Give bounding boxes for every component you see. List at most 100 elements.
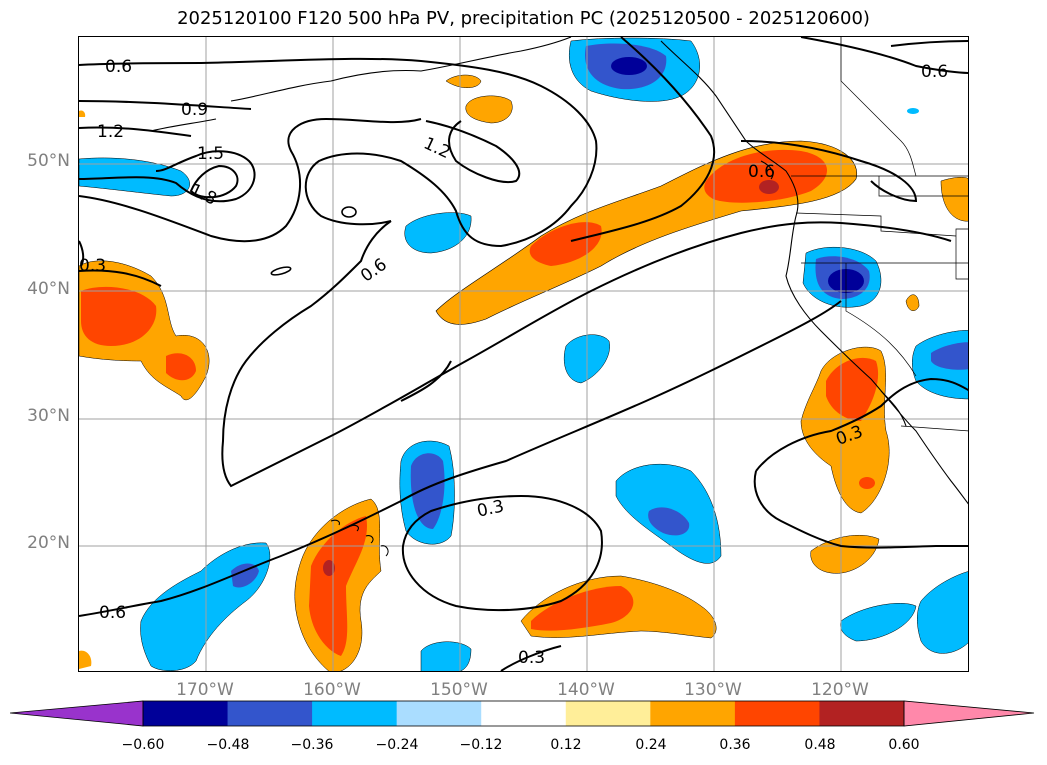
- map-plot-area: 0.6 0.9 1.2 1.5 1.8 1.2 0.6 0.3 0.6 0.3 …: [78, 36, 969, 672]
- border-us-mexico: [900, 425, 968, 432]
- precip-neg-alaska-core: [611, 57, 647, 75]
- precip-baja-blob: [810, 534, 880, 574]
- colorbar-segment: [819, 701, 905, 726]
- contour-12-east: [425, 120, 521, 184]
- colorbar-tick: 0.48: [804, 737, 836, 753]
- precip-neg-south-c: [420, 641, 472, 671]
- lat-label-50n: 50°N: [27, 151, 70, 171]
- colorbar: [10, 700, 1035, 727]
- contour-06-south-long: [79, 300, 842, 617]
- contour-label: 0.6: [748, 162, 775, 182]
- precip-south-core: [531, 586, 634, 631]
- contour-label: 0.3: [475, 497, 506, 522]
- contour-06-pacnw: [570, 37, 716, 242]
- contour-12-loop: [79, 117, 422, 243]
- precip-neg-se-b: [917, 571, 968, 654]
- coast-alaska-peninsula: [230, 37, 572, 102]
- contour-12-west: [79, 126, 192, 137]
- coast-baja-inner: [880, 390, 907, 427]
- colorbar-extend-low: [10, 700, 144, 727]
- precip-north-blob-b: [465, 95, 513, 124]
- border-alaska: [840, 37, 917, 177]
- precip-negative-fills: [79, 37, 968, 671]
- contour-06-east: [840, 222, 952, 242]
- precip-ar-core-west: [529, 222, 602, 266]
- lat-label-20n: 20°N: [27, 533, 70, 553]
- contour-06-main: [200, 57, 598, 248]
- precip-neg-se-a: [840, 603, 917, 642]
- coast-vancouver: [760, 160, 774, 180]
- contour-small-a: [341, 206, 357, 218]
- map-title: 2025120100 F120 500 hPa PV, precipitatio…: [177, 8, 870, 29]
- precip-neg-central: [404, 212, 472, 254]
- colorbar-tick: 0.24: [635, 737, 667, 753]
- colorbar-segment: [650, 701, 736, 726]
- precip-ar-core-east: [704, 149, 828, 203]
- colorbar-segment: [481, 701, 567, 726]
- precip-nw-edge: [79, 110, 86, 117]
- precip-positive-fills: [79, 74, 968, 671]
- graticule: [79, 37, 968, 671]
- coast-north-america: [660, 40, 968, 505]
- coast-hawaii: [330, 519, 389, 557]
- contour-03-oval: [401, 494, 603, 612]
- colorbar-tick: 0.60: [888, 737, 920, 753]
- lon-label-170w: 170°W: [176, 680, 234, 700]
- colorbar-segment: [396, 701, 482, 726]
- precip-west-core-b: [166, 353, 196, 381]
- lon-label-160w: 160°W: [303, 680, 361, 700]
- contour-06-south: [221, 220, 842, 488]
- precip-neg-sw: [140, 542, 271, 671]
- colorbar-outline: [142, 700, 905, 727]
- precip-ca-core-b: [859, 477, 875, 489]
- colorbar-segment: [734, 701, 820, 726]
- precip-neg-sw-mid: [231, 563, 259, 588]
- border-ca-nv: [845, 263, 917, 377]
- contour-03-south: [500, 645, 562, 671]
- contour-label: 0.9: [181, 100, 208, 120]
- contour-label-south: 0.3: [518, 648, 545, 668]
- contour-03-east-north: [755, 377, 968, 472]
- contour-03-east-south: [753, 470, 968, 549]
- precip-hawaii-max: [323, 560, 335, 576]
- border-state-d: [955, 228, 968, 280]
- contour-03-stub: [400, 360, 452, 402]
- contour-06-nw: [79, 62, 202, 66]
- colorbar-tick: −0.48: [206, 737, 250, 753]
- colorbar-tick: 0.12: [550, 737, 582, 753]
- contour-label: 1.8: [187, 180, 220, 210]
- lon-label-150w: 150°W: [430, 680, 488, 700]
- lon-label-140w: 140°W: [557, 680, 615, 700]
- colorbar-tick: −0.12: [459, 737, 503, 753]
- contour-label: 0.3: [79, 256, 106, 276]
- contour-label: 1.2: [97, 122, 124, 142]
- colorbar-extend-high: [903, 700, 1035, 727]
- contour-03-edge: [79, 240, 85, 267]
- lat-label-40n: 40°N: [27, 279, 70, 299]
- contour-06-coast: [740, 140, 918, 203]
- precip-rockies-blob: [940, 177, 968, 222]
- contour-label: 0.6: [921, 62, 948, 82]
- colorbar-tick: −0.60: [121, 737, 165, 753]
- contour-06-ne: [800, 37, 968, 74]
- coastlines: [150, 37, 968, 557]
- coast-aleutians: [150, 118, 217, 132]
- map-canvas: 0.6 0.9 1.2 1.5 1.8 1.2 0.6 0.3 0.6 0.3 …: [79, 37, 968, 671]
- contour-09: [79, 100, 252, 110]
- pv-contour-islands: [270, 206, 357, 276]
- contour-label: 0.6: [99, 603, 126, 623]
- colorbar-tick: −0.36: [290, 737, 334, 753]
- contour-18: [189, 164, 239, 199]
- precip-neg-south-b-mid: [648, 507, 690, 536]
- colorbar-segments: [143, 701, 905, 726]
- precip-west-core: [81, 286, 157, 346]
- contour-label: 1.5: [197, 144, 224, 164]
- precip-north-blob-a: [445, 74, 482, 88]
- colorbar-tick: −0.24: [375, 737, 419, 753]
- colorbar-segment: [143, 701, 229, 726]
- contour-small-b: [270, 266, 292, 276]
- contour-15: [79, 150, 256, 203]
- contour-06-ne-b: [890, 40, 968, 47]
- precip-neg-tiny: [907, 108, 919, 114]
- colorbar-segment: [565, 701, 651, 726]
